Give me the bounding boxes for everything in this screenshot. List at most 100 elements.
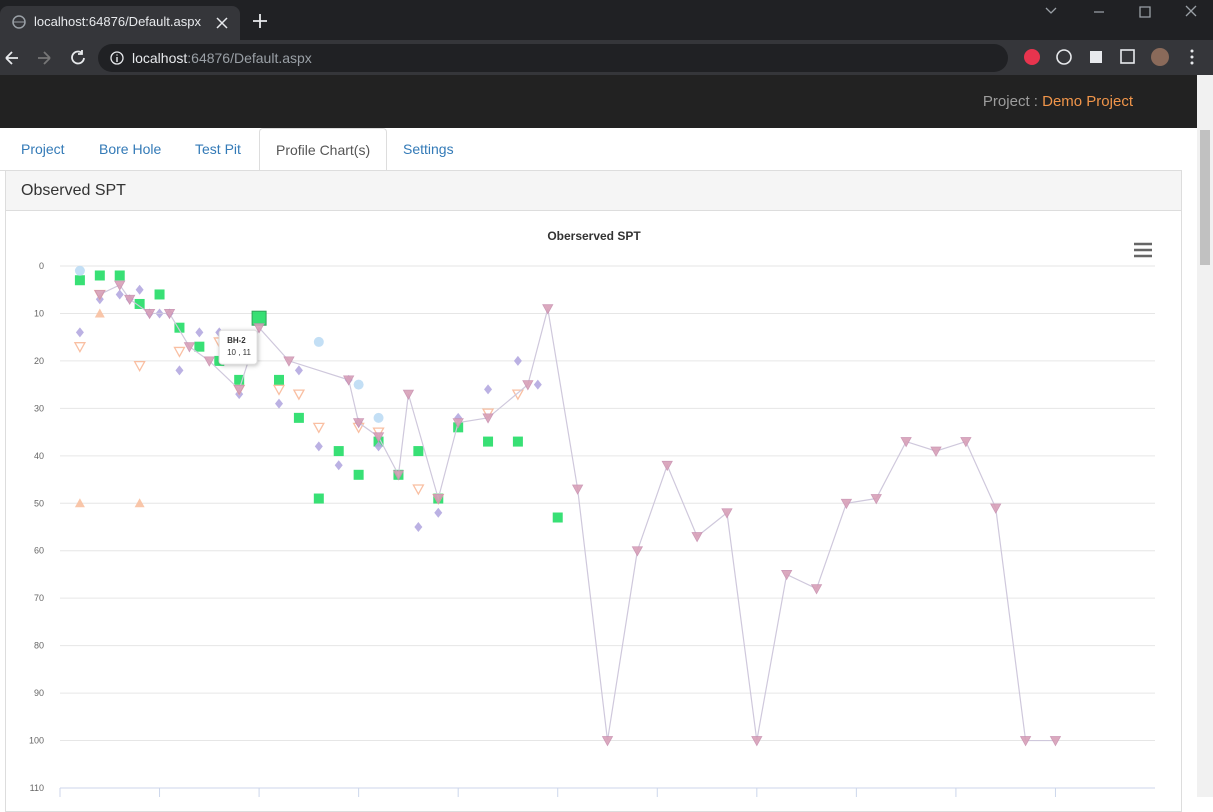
point — [94, 270, 105, 281]
y-tick-label: 80 — [34, 641, 44, 651]
point — [234, 374, 245, 385]
point — [1019, 736, 1032, 747]
y-tick-label: 40 — [34, 451, 44, 461]
point — [115, 289, 124, 300]
point — [900, 437, 912, 448]
point — [352, 418, 365, 429]
point — [203, 356, 215, 367]
point — [173, 346, 186, 358]
point — [482, 413, 494, 424]
point — [414, 522, 423, 532]
url-rest: :64876/Default.aspx — [187, 50, 312, 66]
point — [94, 290, 106, 301]
series — [73, 289, 525, 505]
point — [74, 265, 85, 276]
point — [454, 412, 463, 423]
nav-tab[interactable]: Settings — [403, 141, 454, 157]
tooltip-box — [218, 329, 258, 365]
point — [432, 494, 444, 505]
point — [661, 460, 673, 472]
point — [353, 379, 364, 390]
point — [195, 327, 204, 338]
browser-tab[interactable]: localhost:64876/Default.aspx — [0, 6, 240, 40]
tooltip: BH-2 10 , 11 — [218, 329, 258, 365]
point — [94, 308, 105, 318]
point — [930, 446, 942, 457]
point — [374, 441, 383, 452]
scroll-thumb[interactable] — [1200, 130, 1210, 265]
point — [174, 322, 185, 333]
project-name[interactable]: Demo Project — [1042, 93, 1133, 110]
point — [253, 323, 265, 334]
point — [251, 310, 267, 326]
project-label: Project : — [982, 93, 1038, 110]
globe-icon — [12, 15, 26, 29]
info-icon — [110, 51, 124, 65]
point — [372, 432, 385, 443]
point — [392, 470, 405, 481]
y-tick-label: 50 — [34, 498, 44, 508]
point — [163, 309, 176, 320]
point — [751, 736, 763, 747]
point — [134, 498, 145, 508]
nav-tab[interactable]: Profile Chart(s) — [259, 128, 388, 172]
point — [313, 493, 324, 504]
point — [272, 384, 286, 396]
point — [691, 532, 703, 543]
point — [233, 384, 245, 396]
point — [631, 546, 644, 557]
y-tick-label: 60 — [34, 546, 44, 556]
close-tab[interactable] — [216, 17, 228, 29]
point — [74, 275, 85, 286]
window-controls[interactable] — [1040, 4, 1210, 20]
point — [114, 270, 125, 281]
point — [353, 469, 364, 480]
point — [533, 379, 542, 390]
point — [571, 484, 584, 495]
point — [990, 503, 1002, 514]
point — [960, 437, 972, 448]
point — [175, 365, 184, 376]
tooltip-text: 10 , 11 — [227, 348, 251, 357]
nav-tab[interactable]: Bore Hole — [99, 141, 162, 157]
point — [75, 327, 84, 338]
point — [1049, 736, 1062, 747]
y-tick-label: 20 — [34, 356, 44, 366]
point — [133, 361, 146, 372]
point — [314, 441, 323, 452]
url-host: localhost — [132, 50, 188, 66]
point — [434, 507, 443, 518]
point — [134, 298, 145, 309]
new-tab[interactable] — [252, 13, 268, 29]
nav-tab[interactable]: Project — [21, 141, 65, 157]
point — [312, 422, 325, 434]
point — [870, 494, 882, 505]
point — [292, 389, 306, 401]
y-tick-label: 100 — [29, 736, 44, 746]
point — [413, 446, 424, 457]
nav-tab[interactable]: Test Pit — [195, 141, 241, 157]
series — [94, 280, 1062, 747]
point — [334, 460, 343, 471]
y-tick-label: 90 — [34, 688, 44, 698]
panel-title: Observed SPT — [21, 182, 126, 199]
point — [781, 570, 793, 581]
point — [143, 309, 156, 320]
browser-tab-bar: localhost:64876/Default.aspx — [0, 0, 1213, 40]
point — [294, 365, 303, 376]
nav-buttons[interactable] — [4, 49, 94, 67]
chart-title: Oberserved SPT — [547, 229, 641, 243]
app-header: Project : Demo Project — [0, 75, 1197, 128]
chart-menu[interactable] — [1134, 242, 1152, 258]
chart: Oberserved SPT 0 10 20 30 40 50 60 70 80 90 100 110… — [29, 229, 1155, 797]
point — [313, 336, 324, 347]
series — [74, 265, 384, 423]
point — [542, 304, 554, 315]
point — [810, 584, 823, 595]
scrollbar[interactable] — [1197, 75, 1213, 797]
point — [373, 412, 384, 423]
point — [522, 380, 534, 391]
point — [412, 484, 425, 496]
url-field[interactable]: localhost:64876/Default.aspx — [98, 44, 1008, 72]
